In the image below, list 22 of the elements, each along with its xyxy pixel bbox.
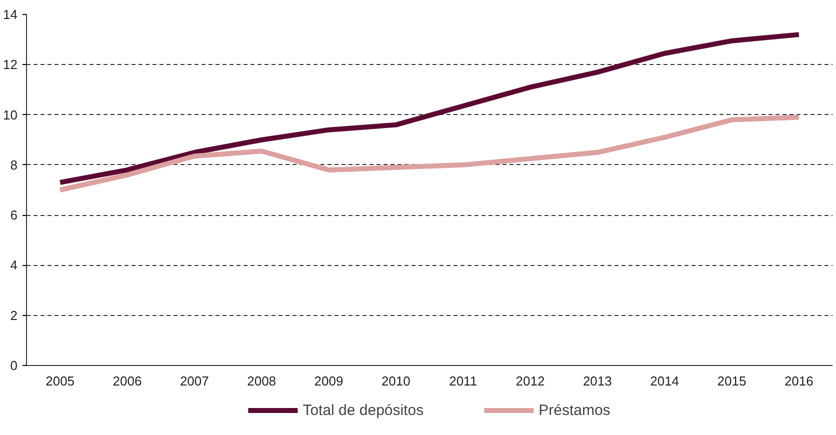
x-tick-label: 2015 bbox=[717, 374, 746, 388]
legend-label: Total de depósitos bbox=[302, 402, 424, 418]
x-tick-label: 2010 bbox=[381, 374, 410, 388]
y-tick-label: 2 bbox=[10, 308, 18, 323]
x-tick-label: 2008 bbox=[247, 374, 276, 388]
y-tick-label: 14 bbox=[3, 7, 18, 22]
y-tick-label: 4 bbox=[10, 258, 18, 273]
legend-label: Préstamos bbox=[538, 402, 610, 418]
y-tick-label: 6 bbox=[10, 208, 18, 223]
x-tick-label: 2007 bbox=[180, 374, 209, 388]
y-tick-label: 8 bbox=[10, 157, 18, 172]
x-tick-label: 2016 bbox=[784, 374, 814, 388]
x-tick-label: 2012 bbox=[516, 374, 545, 388]
x-tick-label: 2005 bbox=[46, 374, 75, 388]
x-tick-label: 2011 bbox=[449, 374, 478, 388]
x-tick-label: 2009 bbox=[314, 374, 344, 388]
x-tick-label: 2014 bbox=[650, 374, 680, 388]
x-tick-label: 2006 bbox=[112, 374, 142, 388]
y-tick-label: 12 bbox=[3, 57, 18, 72]
x-tick-label: 2013 bbox=[582, 374, 612, 388]
y-tick-label: 10 bbox=[3, 107, 18, 122]
y-tick-label: 0 bbox=[10, 358, 18, 373]
